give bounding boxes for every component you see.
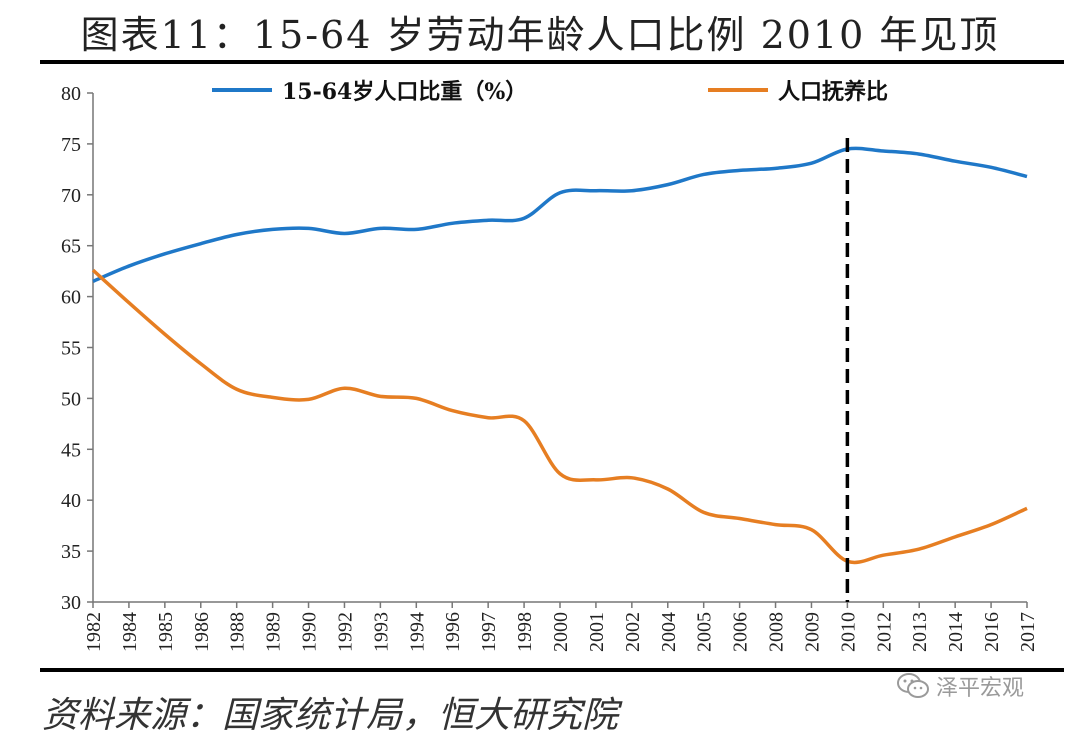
x-tick-label: 1982 — [83, 612, 105, 652]
legend-swatch-series-1 — [212, 88, 272, 92]
x-tick-label: 1985 — [155, 612, 177, 652]
y-tick-label: 30 — [61, 592, 81, 614]
x-tick-label: 1984 — [119, 612, 141, 652]
y-tick-label: 35 — [61, 541, 81, 563]
x-tick-label: 2017 — [1017, 612, 1039, 652]
legend-swatch-series-2 — [708, 88, 768, 92]
y-tick-label: 45 — [61, 439, 81, 461]
x-tick-label: 2000 — [550, 612, 572, 652]
x-tick-label: 2002 — [622, 612, 644, 652]
legend-item-series-1: 15-64岁人口比重（%） — [212, 74, 527, 106]
x-tick-label: 2016 — [981, 612, 1003, 652]
watermark-text: 泽平宏观 — [936, 676, 1025, 701]
x-tick-label: 2004 — [658, 612, 680, 652]
y-tick-label: 70 — [61, 185, 81, 207]
y-tick-label: 60 — [61, 287, 81, 309]
x-tick-label: 2010 — [837, 612, 859, 652]
x-tick-label: 1988 — [227, 612, 249, 652]
y-tick-label: 55 — [61, 338, 81, 360]
x-tick-label: 2009 — [801, 612, 823, 652]
x-tick-label: 2005 — [694, 612, 716, 652]
x-tick-label: 2001 — [586, 612, 608, 652]
x-tick-label: 1994 — [406, 612, 428, 652]
legend-label-series-1: 15-64岁人口比重（%） — [282, 79, 528, 105]
x-tick-label: 1997 — [478, 612, 500, 652]
y-tick-label: 65 — [61, 236, 81, 258]
series-line-1 — [92, 146, 1028, 283]
y-tick-label: 80 — [61, 83, 81, 105]
x-tick-label: 1992 — [334, 612, 356, 652]
x-tick-label: 1998 — [514, 612, 536, 652]
x-tick-label: 1986 — [191, 612, 213, 652]
top-rule — [40, 60, 1064, 64]
x-tick-label: 1989 — [263, 612, 285, 652]
series-line-2 — [91, 268, 1028, 565]
x-tick-label: 1993 — [370, 612, 392, 652]
x-tick-label: 2012 — [873, 612, 895, 652]
chart-title: 图表11：15-64 岁劳动年龄人口比例 2010 年见顶 — [80, 13, 1000, 57]
y-tick-label: 75 — [61, 134, 81, 156]
x-tick-label: 2006 — [730, 612, 752, 652]
wechat-icon — [897, 673, 929, 698]
bottom-rule — [40, 668, 1064, 672]
legend-label-series-2: 人口抚养比 — [778, 79, 889, 105]
x-tick-label: 1990 — [299, 612, 321, 652]
legend-item-series-2: 人口抚养比 — [708, 74, 888, 106]
x-tick-label: 2014 — [945, 612, 967, 652]
x-tick-label: 1996 — [442, 612, 464, 652]
x-tick-label: 2008 — [766, 612, 788, 652]
y-tick-label: 40 — [61, 490, 81, 512]
y-tick-label: 50 — [61, 388, 81, 410]
x-tick-label: 2013 — [909, 612, 931, 652]
watermark: 泽平宏观 — [896, 670, 1024, 702]
source-note: 资料来源：国家统计局，恒大研究院 — [42, 695, 619, 736]
